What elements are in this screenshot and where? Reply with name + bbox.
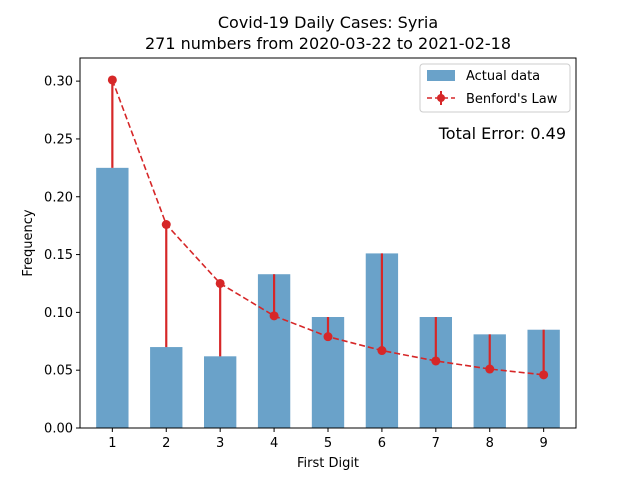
x-tick-label-7: 7 xyxy=(432,436,440,451)
y-axis-ticks: 0.00 0.05 0.10 0.15 0.20 0.25 0.30 xyxy=(44,75,80,437)
benford-point-digit-9 xyxy=(539,370,549,380)
benford-point-digit-8 xyxy=(485,364,495,374)
x-tick-label-3: 3 xyxy=(216,436,224,451)
x-tick-label-2: 2 xyxy=(162,436,170,451)
x-axis-label: First Digit xyxy=(297,456,359,471)
legend-label-benford: Benford's Law xyxy=(466,92,558,107)
y-tick-label: 0.10 xyxy=(44,306,73,321)
benford-point-digit-7 xyxy=(431,356,441,366)
y-tick-label: 0.00 xyxy=(44,422,73,437)
x-tick-label-9: 9 xyxy=(540,436,548,451)
chart-title: Covid-19 Daily Cases: Syria xyxy=(218,13,438,32)
y-tick-label: 0.25 xyxy=(44,132,73,147)
x-tick-label-4: 4 xyxy=(270,436,278,451)
y-tick-label: 0.15 xyxy=(44,248,73,263)
bar-digit-3 xyxy=(204,356,237,428)
y-tick-label: 0.05 xyxy=(44,364,73,379)
y-tick-label: 0.20 xyxy=(44,190,73,205)
benford-point-digit-6 xyxy=(377,346,387,356)
bar-digit-1 xyxy=(96,167,129,428)
x-tick-label-6: 6 xyxy=(378,436,386,451)
x-tick-label-5: 5 xyxy=(324,436,332,451)
legend: Actual data Benford's Law xyxy=(419,63,571,113)
benford-line-group xyxy=(107,75,549,380)
benford-point-digit-3 xyxy=(215,278,225,288)
bar-digit-2 xyxy=(150,347,183,428)
x-tick-label-1: 1 xyxy=(108,436,116,451)
benford-point-digit-1 xyxy=(107,75,117,85)
total-error-annotation: Total Error: 0.49 xyxy=(438,124,566,143)
legend-box xyxy=(419,63,571,113)
x-tick-label-8: 8 xyxy=(486,436,494,451)
legend-swatch-actual xyxy=(427,70,455,81)
y-axis-label: Frequency xyxy=(21,209,36,276)
chart-subtitle: 271 numbers from 2020-03-22 to 2021-02-1… xyxy=(145,34,511,53)
legend-label-actual: Actual data xyxy=(466,69,540,84)
x-axis-ticks: 1 2 3 4 5 6 7 8 9 xyxy=(108,428,548,451)
benford-point-digit-5 xyxy=(323,332,333,342)
y-tick-label: 0.30 xyxy=(44,75,73,90)
benford-point-digit-2 xyxy=(161,220,171,229)
benford-point-digit-4 xyxy=(269,311,279,321)
error-lines-group xyxy=(111,79,545,375)
legend-marker-benford xyxy=(437,94,445,102)
